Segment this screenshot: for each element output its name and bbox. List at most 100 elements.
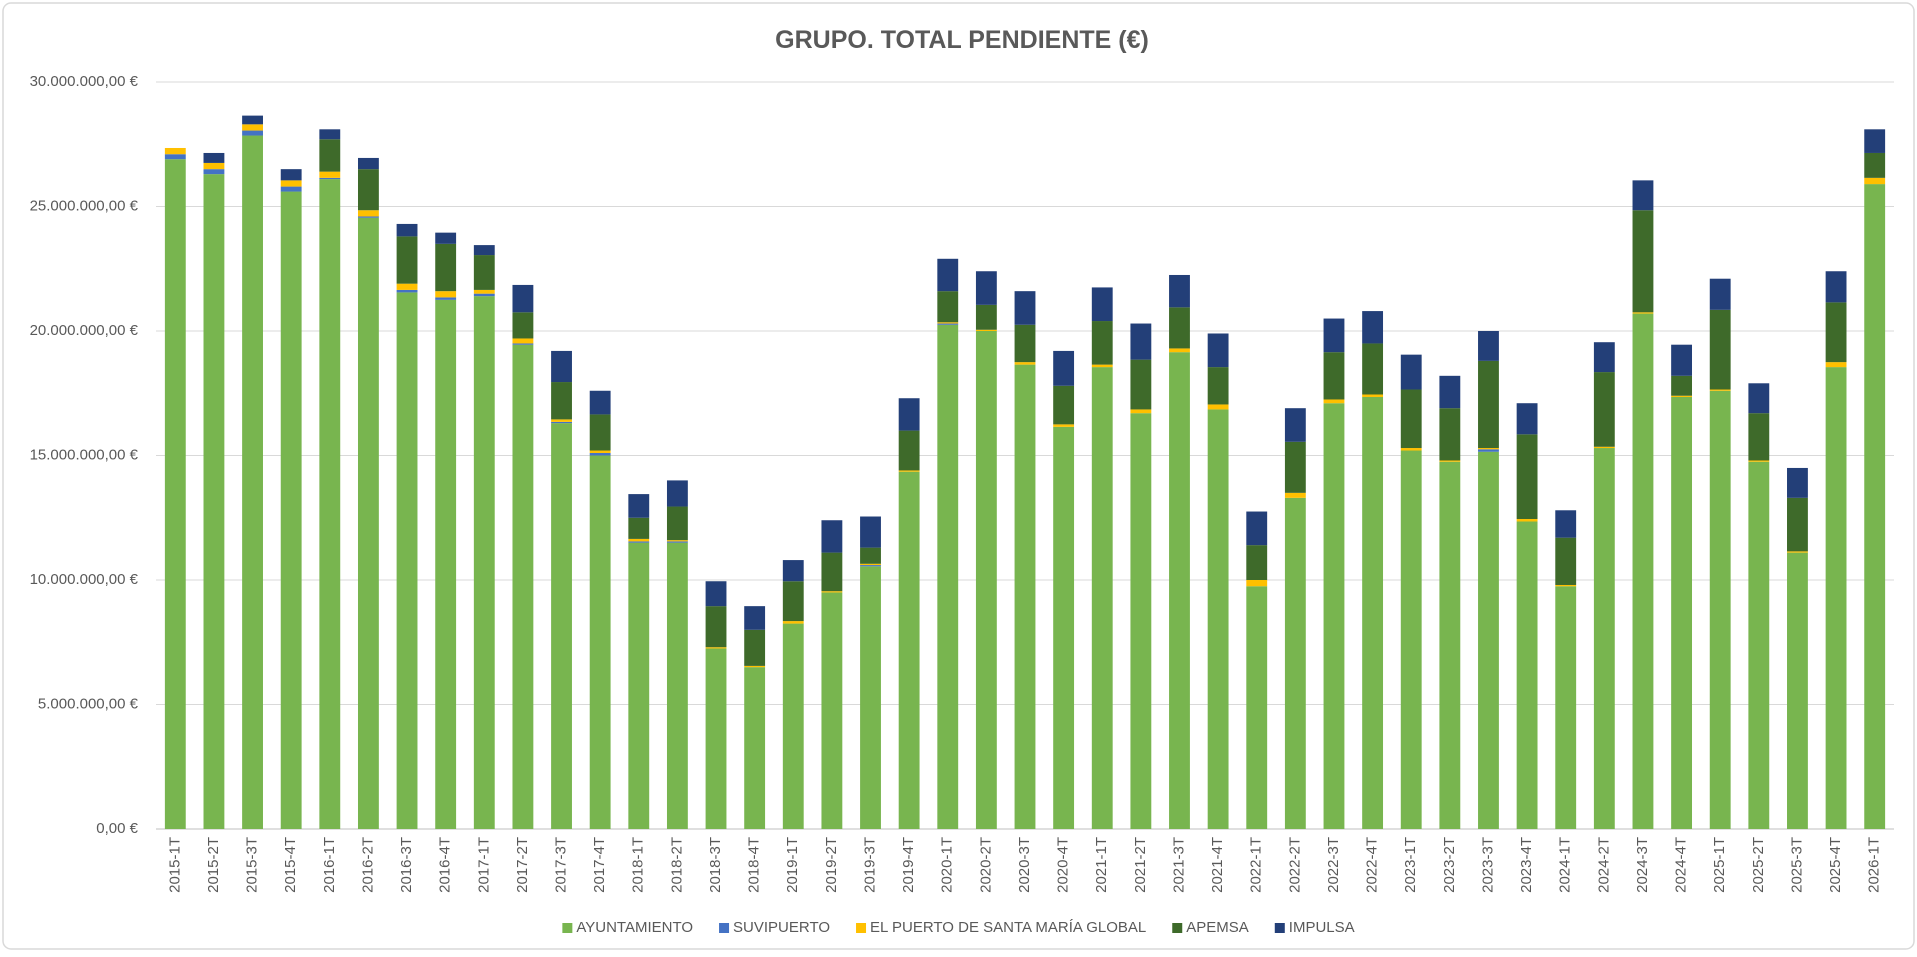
bar-segment [164,159,186,829]
bar-segment [975,304,997,330]
bar-segment [1787,497,1808,552]
bar-segment [1439,460,1461,462]
bar-segment [1014,291,1036,325]
x-tick-label: 2022-2T [1286,837,1303,893]
bar-segment [1593,342,1615,373]
bar-segment [937,323,959,325]
bar-segment [435,299,457,829]
y-tick-label: 0,00 € [96,820,138,837]
x-tick-label: 2025-4T [1827,837,1844,893]
bar-segment [1207,333,1229,368]
bar-segment [628,542,650,829]
bar-segment [357,216,379,218]
bar-segment [1864,152,1886,178]
x-tick-label: 2018-3T [707,837,724,893]
bar-segment [319,179,341,830]
x-tick-label: 2024-2T [1595,837,1612,893]
bar-segment [435,297,457,300]
bar-segment [1632,210,1654,313]
bar-segment [1555,586,1577,829]
bar-segment [860,566,881,829]
bar-segment [705,648,727,829]
x-tick-label: 2019-1T [784,837,801,893]
bar-segment [1014,362,1036,365]
bar-segment [1787,551,1808,553]
bar-segment [1362,343,1384,395]
bar-segment [898,470,920,472]
legend-label: IMPULSA [1289,919,1355,936]
bar-segment [1284,408,1306,442]
x-tick-label: 2021-4T [1209,837,1226,893]
bar-segment [744,606,766,630]
x-tick-label: 2015-2T [205,837,222,893]
bar-segment [1516,434,1538,519]
bar-segment [396,223,418,237]
bar-segment [705,647,727,649]
bar-segment [744,665,766,668]
bar-segment [1323,399,1345,404]
legend-swatch [856,923,867,933]
bar-segment [1593,372,1615,447]
bar-segment [1478,360,1499,449]
x-tick-label: 2024-4T [1673,837,1690,893]
bar-segment [898,471,920,829]
bar-segment [357,217,379,829]
x-tick-label: 2015-3T [244,837,261,893]
x-tick-label: 2015-4T [282,837,299,893]
bar-segment [1169,348,1190,353]
bar-segment [1709,278,1731,310]
bar-segment [319,139,341,172]
x-tick-label: 2021-3T [1170,837,1187,893]
bar-segment [898,430,920,471]
bar-segment [1825,362,1847,368]
bar-segment [551,382,572,420]
bar-segment [551,419,572,422]
bar-segment [1671,396,1693,829]
bar-segment [1787,552,1808,829]
bar-segment [1053,350,1075,386]
bar-segment [821,591,843,593]
bar-segment [1169,307,1190,349]
legend-swatch [562,923,573,933]
bar-segment [1748,461,1770,829]
bar-segment [782,581,804,622]
x-tick-label: 2019-4T [900,837,917,893]
legend-label: AYUNTAMIENTO [576,919,693,936]
bar-segment [666,542,688,829]
bar-segment [551,350,572,383]
bar-segment [1555,510,1577,538]
legend-label: APEMSA [1186,919,1249,936]
bar-segment [551,423,572,829]
bar-segment [1207,404,1229,410]
x-tick-label: 2016-2T [359,837,376,893]
bar-segment [1439,408,1461,461]
bar-segment [1555,584,1577,587]
bar-segment [705,606,727,648]
bar-segment [1207,367,1229,405]
x-tick-label: 2025-3T [1788,837,1805,893]
x-tick-label: 2022-4T [1364,837,1381,893]
bar-segment [1014,364,1036,829]
y-tick-label: 5.000.000,00 € [38,695,139,712]
y-tick-label: 30.000.000,00 € [30,73,139,90]
x-tick-label: 2019-3T [861,837,878,893]
x-tick-label: 2020-4T [1055,837,1072,893]
bar-segment [589,390,611,415]
x-tick-label: 2023-2T [1441,837,1458,893]
bar-segment [1787,467,1808,498]
bar-segment [589,453,611,456]
bar-segment [1130,323,1152,360]
x-tick-label: 2023-3T [1479,837,1496,893]
x-tick-label: 2017-3T [553,837,570,893]
bar-segment [744,667,766,829]
x-tick-label: 2017-4T [591,837,608,893]
x-tick-label: 2018-2T [668,837,685,893]
x-tick-label: 2015-1T [166,837,183,893]
bar-segment [1053,426,1075,829]
bar-segment [242,130,263,136]
bar-segment [1748,383,1770,414]
bar-segment [1516,518,1538,522]
x-tick-label: 2020-3T [1016,837,1033,893]
bar-segment [1748,413,1770,461]
x-tick-label: 2023-4T [1518,837,1535,893]
